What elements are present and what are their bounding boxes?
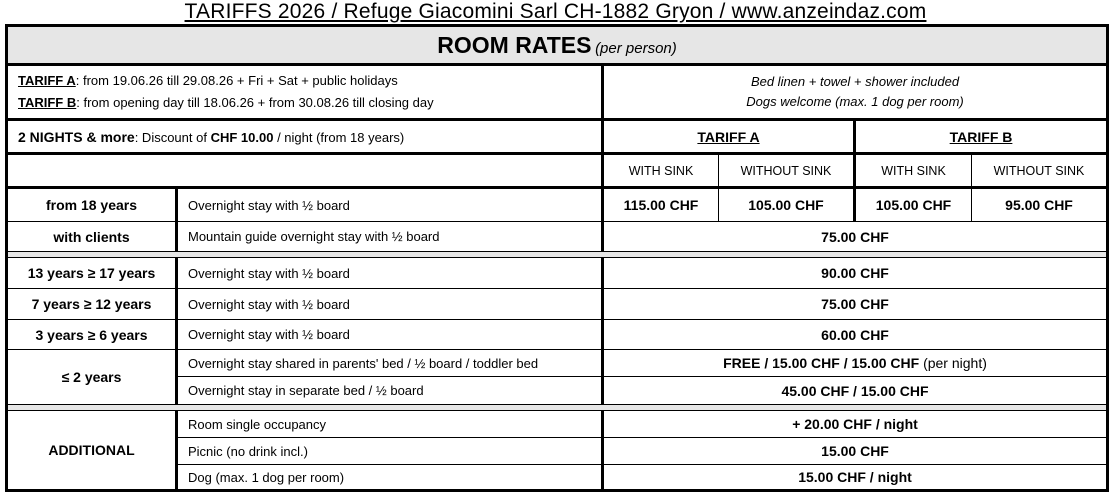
- dogs-welcome: Dogs welcome (max. 1 dog per room): [746, 94, 964, 109]
- b-without-sink-header: WITHOUT SINK: [970, 153, 1110, 189]
- toddler-price-separate: 45.00 CHF / 15.00 CHF: [600, 376, 1110, 405]
- guide-label: with clients: [5, 221, 177, 252]
- discount-label: 2 NIGHTS & more: [18, 128, 135, 145]
- discount-text-2: / night (from 18 years): [273, 129, 405, 145]
- additional-label: ADDITIONAL: [5, 410, 177, 492]
- included-info: Bed linen + towel + shower included Dogs…: [600, 64, 1110, 121]
- adult-a-with-sink: 115.00 CHF: [601, 187, 719, 222]
- per-night-note: (per night): [919, 355, 987, 371]
- teen-price: 90.00 CHF: [600, 257, 1110, 289]
- single-occupancy-price: + 20.00 CHF / night: [600, 410, 1110, 438]
- discount-amount: CHF 10.00: [210, 129, 274, 145]
- tariff-b-header: TARIFF B: [852, 119, 1110, 155]
- child-price: 75.00 CHF: [600, 288, 1110, 320]
- picnic-desc: Picnic (no drink incl.): [175, 437, 603, 465]
- empty-cell: [5, 153, 603, 189]
- room-rates-heading: ROOM RATES: [437, 31, 592, 58]
- rates-table: ROOM RATES (per person) TARIFF A: from 1…: [4, 24, 1110, 492]
- tariff-b-heading: TARIFF B: [949, 128, 1013, 145]
- dog-desc: Dog (max. 1 dog per room): [175, 464, 603, 492]
- tariff-b-text: : from opening day till 18.06.26 + from …: [76, 95, 434, 110]
- guide-price: 75.00 CHF: [600, 221, 1110, 252]
- small-child-label: 3 years ≥ 6 years: [5, 319, 177, 350]
- picnic-price: 15.00 CHF: [600, 437, 1110, 465]
- a-without-sink-header: WITHOUT SINK: [718, 153, 855, 189]
- b-with-sink-header: WITH SINK: [853, 153, 972, 189]
- toddler-desc-separate: Overnight stay in separate bed / ½ board: [175, 376, 603, 405]
- teen-label: 13 years ≥ 17 years: [5, 257, 177, 289]
- tariff-a-label: TARIFF A: [18, 73, 76, 88]
- included-linen: Bed linen + towel + shower included: [750, 74, 960, 89]
- dog-price: 15.00 CHF / night: [600, 464, 1110, 492]
- discount-info: 2 NIGHTS & more: Discount of CHF 10.00 /…: [5, 119, 603, 155]
- child-label: 7 years ≥ 12 years: [5, 288, 177, 320]
- toddler-label: ≤ 2 years: [5, 349, 177, 405]
- adult-b-without-sink: 95.00 CHF: [970, 187, 1110, 222]
- single-occupancy-desc: Room single occupancy: [175, 410, 603, 438]
- tariff-a-text: : from 19.06.26 till 29.08.26 + Fri + Sa…: [75, 73, 398, 88]
- child-desc: Overnight stay with ½ board: [175, 288, 603, 320]
- per-person-note: (per person): [595, 39, 677, 57]
- toddler-price-shared: FREE / 15.00 CHF / 15.00 CHF (per night): [600, 349, 1110, 377]
- guide-desc: Mountain guide overnight stay with ½ boa…: [175, 221, 603, 252]
- document-title: TARIFFS 2026 / Refuge Giacomini Sarl CH-…: [184, 0, 927, 23]
- tariff-a-heading: TARIFF A: [697, 128, 760, 145]
- tariff-a-header: TARIFF A: [601, 119, 855, 155]
- adult-desc: Overnight stay with ½ board: [175, 187, 603, 222]
- toddler-price-shared-value: FREE / 15.00 CHF / 15.00 CHF: [723, 355, 920, 371]
- tariff-definitions: TARIFF A: from 19.06.26 till 29.08.26 + …: [5, 64, 603, 121]
- small-child-price: 60.00 CHF: [600, 319, 1110, 350]
- tariff-b-label: TARIFF B: [18, 95, 77, 110]
- discount-text: : Discount of: [134, 129, 211, 145]
- small-child-desc: Overnight stay with ½ board: [175, 319, 603, 350]
- toddler-desc-shared: Overnight stay shared in parents' bed / …: [175, 349, 603, 377]
- teen-desc: Overnight stay with ½ board: [175, 257, 603, 289]
- adult-a-without-sink: 105.00 CHF: [718, 187, 855, 222]
- adult-label: from 18 years: [5, 187, 177, 222]
- adult-b-with-sink: 105.00 CHF: [853, 187, 972, 222]
- table-header: ROOM RATES (per person): [4, 24, 1110, 66]
- a-with-sink-header: WITH SINK: [601, 153, 719, 189]
